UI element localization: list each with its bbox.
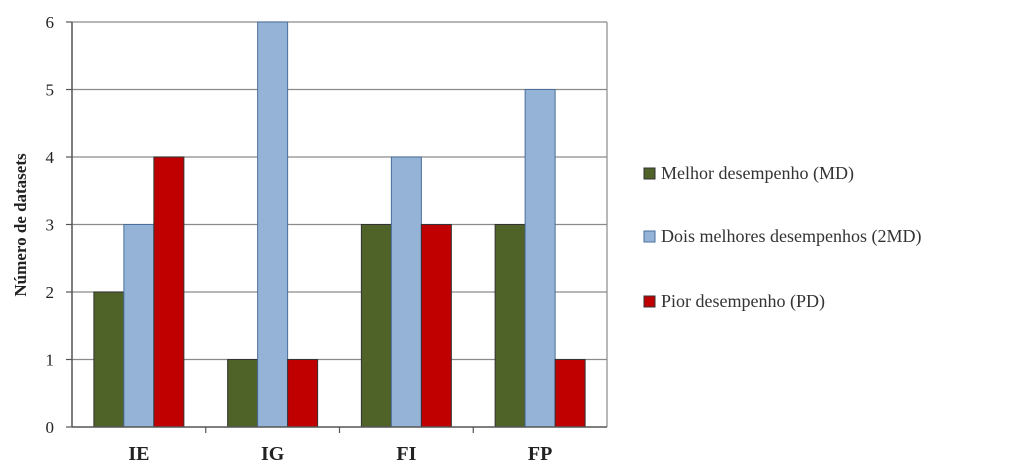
y-tick-label: 6 (46, 13, 55, 32)
y-tick-label: 0 (46, 418, 55, 437)
x-tick-label: FP (528, 443, 552, 465)
bar-fp-series-3 (554, 359, 586, 428)
y-axis-label: Número de datasets (11, 153, 30, 297)
bar-ig-series-1 (227, 359, 259, 428)
legend-label: Dois melhores desempenhos (2MD) (661, 226, 921, 247)
y-tick-labels: 0 1 2 3 4 5 6 (46, 13, 55, 437)
bar-fi-series-1 (360, 224, 392, 428)
legend-swatch (643, 230, 656, 243)
bar-fi-series-3 (420, 224, 452, 428)
y-tick-label: 2 (46, 283, 55, 302)
legend-swatch (643, 295, 656, 308)
y-tick-label: 4 (46, 148, 55, 167)
bar-fp-series-1 (494, 224, 526, 428)
legend: Melhor desempenho (MD) Dois melhores dese… (643, 163, 921, 312)
bar-fp-series-2 (524, 89, 556, 428)
bar-ie-series-1 (93, 291, 125, 428)
legend-swatch (643, 167, 656, 180)
legend-label: Melhor desempenho (MD) (661, 163, 854, 184)
bars (93, 21, 586, 428)
bar-fi-series-2 (390, 156, 422, 428)
bar-ig-series-3 (287, 359, 319, 428)
bar-ie-series-3 (153, 156, 185, 428)
y-tick-label: 1 (46, 351, 55, 370)
y-tick-label: 5 (46, 81, 55, 100)
y-tick-label: 3 (46, 216, 55, 235)
x-tick-label: IE (128, 443, 149, 465)
legend-label: Pior desempenho (PD) (661, 291, 825, 312)
bar-ig-series-2 (257, 21, 289, 428)
bar-ie-series-2 (123, 224, 155, 428)
x-tick-labels: IE IG FI FP (128, 443, 552, 465)
x-tick-label: IG (261, 443, 285, 465)
x-tick-label: FI (396, 443, 416, 465)
